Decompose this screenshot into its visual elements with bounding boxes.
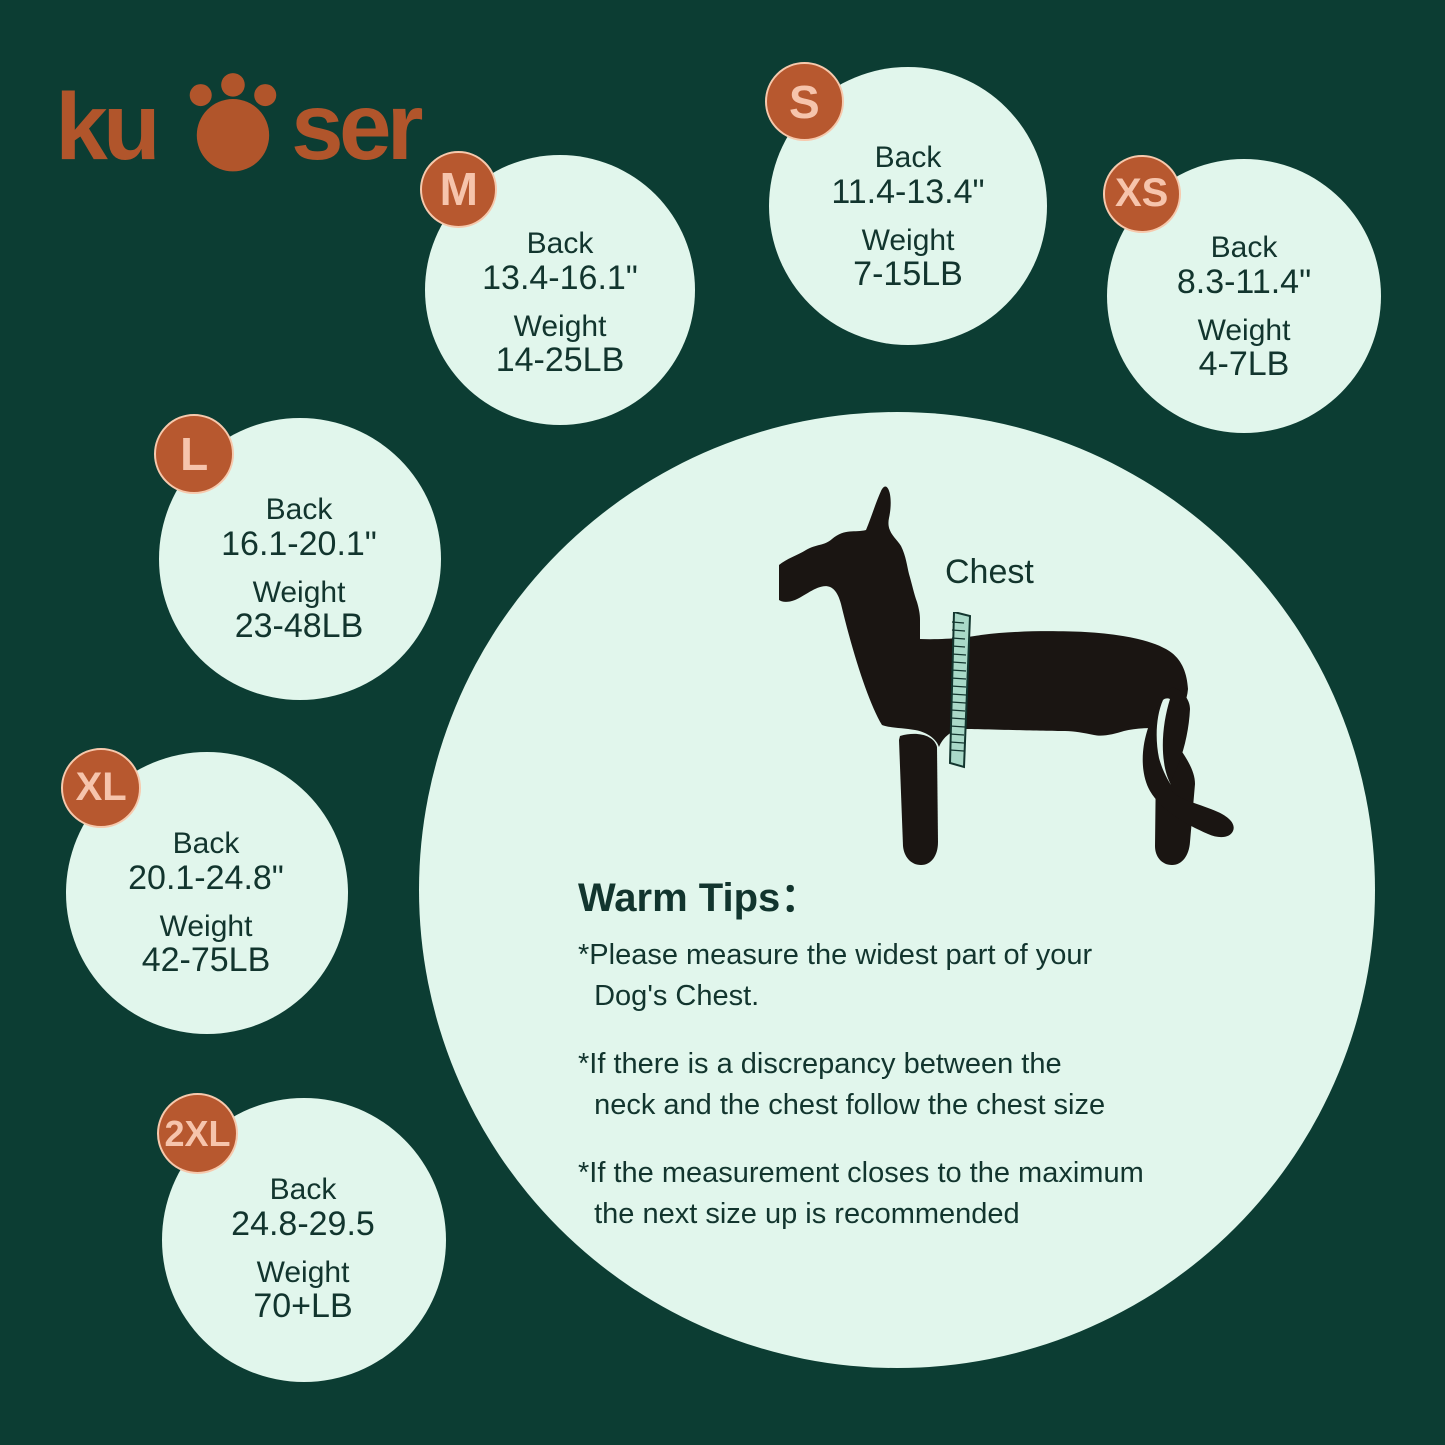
- svg-text:ku: ku: [58, 75, 156, 180]
- svg-text:ser: ser: [291, 75, 423, 180]
